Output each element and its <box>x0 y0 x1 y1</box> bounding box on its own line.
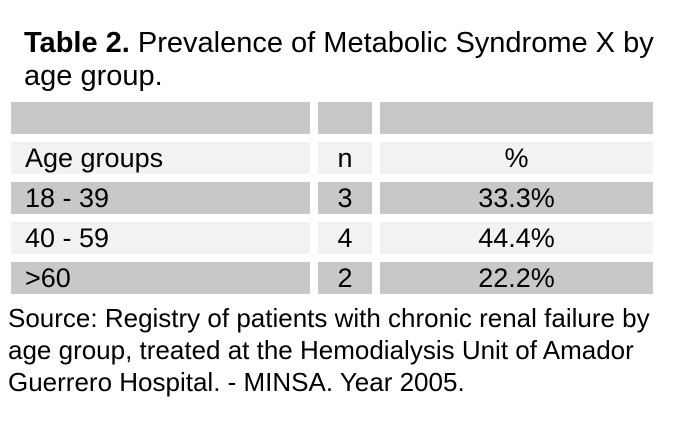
cell-n: 3 <box>318 182 372 214</box>
column-header-age-groups: Age groups <box>11 142 310 174</box>
table-caption: Table 2. Prevalence of Metabolic Syndrom… <box>24 27 654 93</box>
source-note: Source: Registry of patients with chroni… <box>8 303 650 397</box>
header-spacer-cell <box>380 102 653 134</box>
cell-age-group: 18 - 39 <box>11 182 310 214</box>
header-spacer-cell <box>318 102 372 134</box>
cell-age-group: 40 - 59 <box>11 222 310 254</box>
column-header-percent: % <box>380 142 653 174</box>
header-spacer-cell <box>11 102 310 134</box>
column-header-n: n <box>318 142 372 174</box>
cell-percent: 44.4% <box>380 222 653 254</box>
cell-age-group: >60 <box>11 262 310 294</box>
cell-n: 2 <box>318 262 372 294</box>
cell-n: 4 <box>318 222 372 254</box>
data-table: Age groups n % 18 - 39 3 33.3% 40 - 59 4… <box>11 102 653 294</box>
cell-percent: 22.2% <box>380 262 653 294</box>
table-caption-text: Prevalence of Metabolic Syndrome X by ag… <box>24 27 654 92</box>
cell-percent: 33.3% <box>380 182 653 214</box>
table-caption-number: Table 2. <box>24 27 130 59</box>
